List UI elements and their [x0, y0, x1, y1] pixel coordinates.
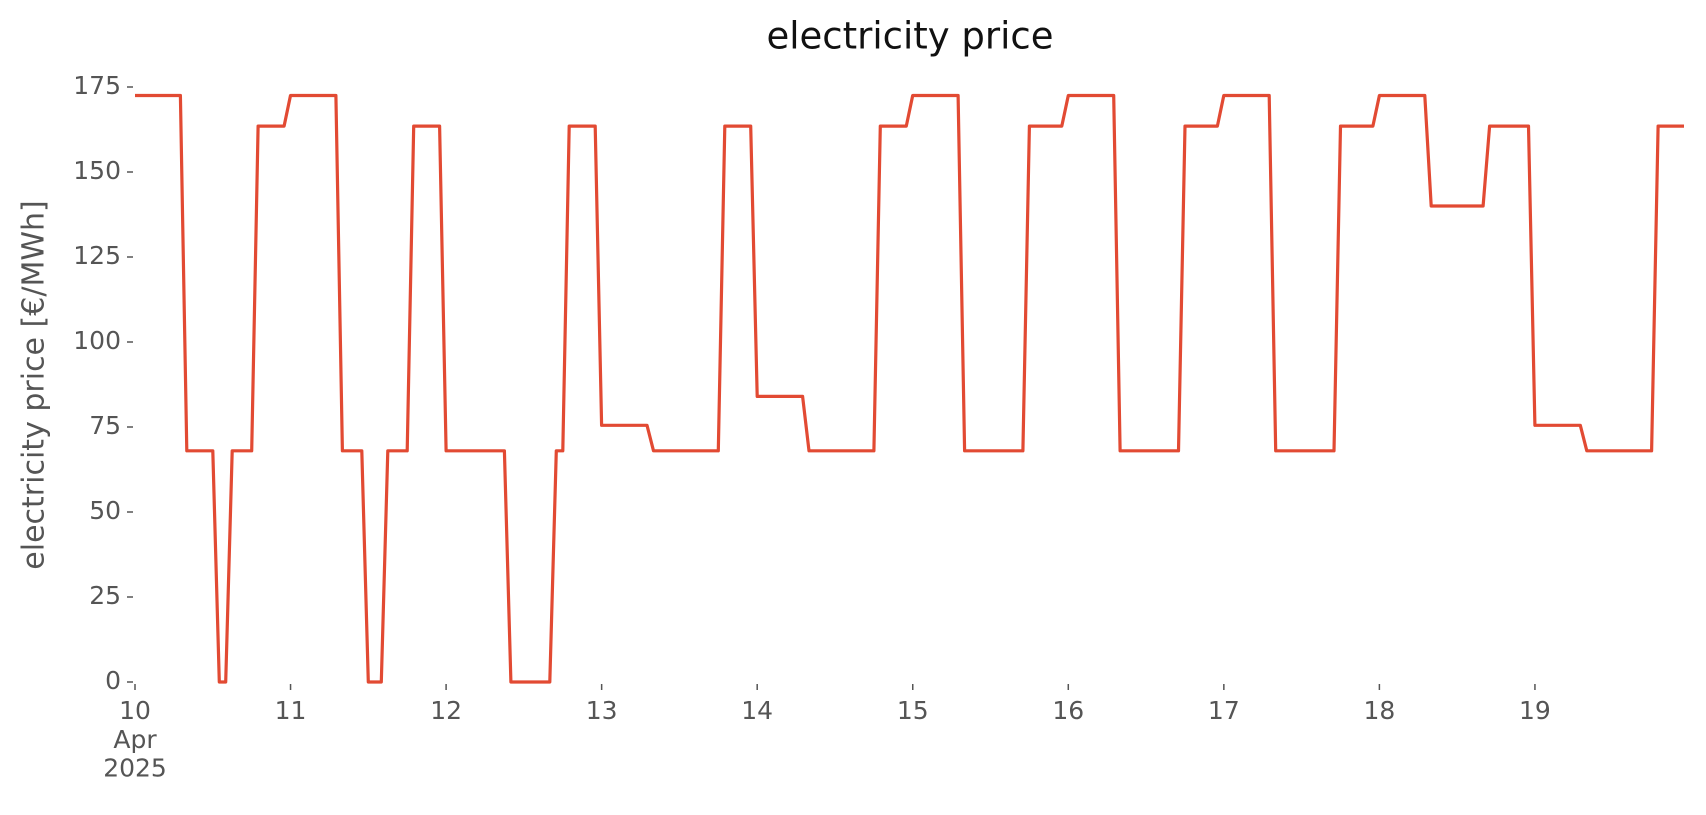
y-axis-label: electricity price [€/MWh]: [17, 200, 52, 569]
y-tick-label: 0: [105, 666, 121, 695]
y-tick-label: 100: [73, 326, 121, 355]
y-tick-label: 125: [73, 241, 121, 270]
x-tick-label: 14: [741, 696, 773, 725]
y-tick-label: 175: [73, 71, 121, 100]
y-tick-label: 50: [89, 496, 121, 525]
x-tick-label: 12: [430, 696, 462, 725]
y-tick-label: 25: [89, 581, 121, 610]
x-tick-label: 13: [586, 696, 618, 725]
x-tick-label: 19: [1519, 696, 1551, 725]
y-tick-label: 150: [73, 156, 121, 185]
price-line: [135, 93, 1684, 684]
x-tick-label: 10 Apr 2025: [103, 696, 167, 783]
x-tick-label: 18: [1363, 696, 1395, 725]
y-tick-label: 75: [89, 411, 121, 440]
x-tick-label: 16: [1052, 696, 1084, 725]
x-tick-label: 15: [897, 696, 929, 725]
x-tick-label: 11: [275, 696, 307, 725]
chart-title: electricity price: [766, 15, 1053, 58]
x-tick-label: 17: [1208, 696, 1240, 725]
